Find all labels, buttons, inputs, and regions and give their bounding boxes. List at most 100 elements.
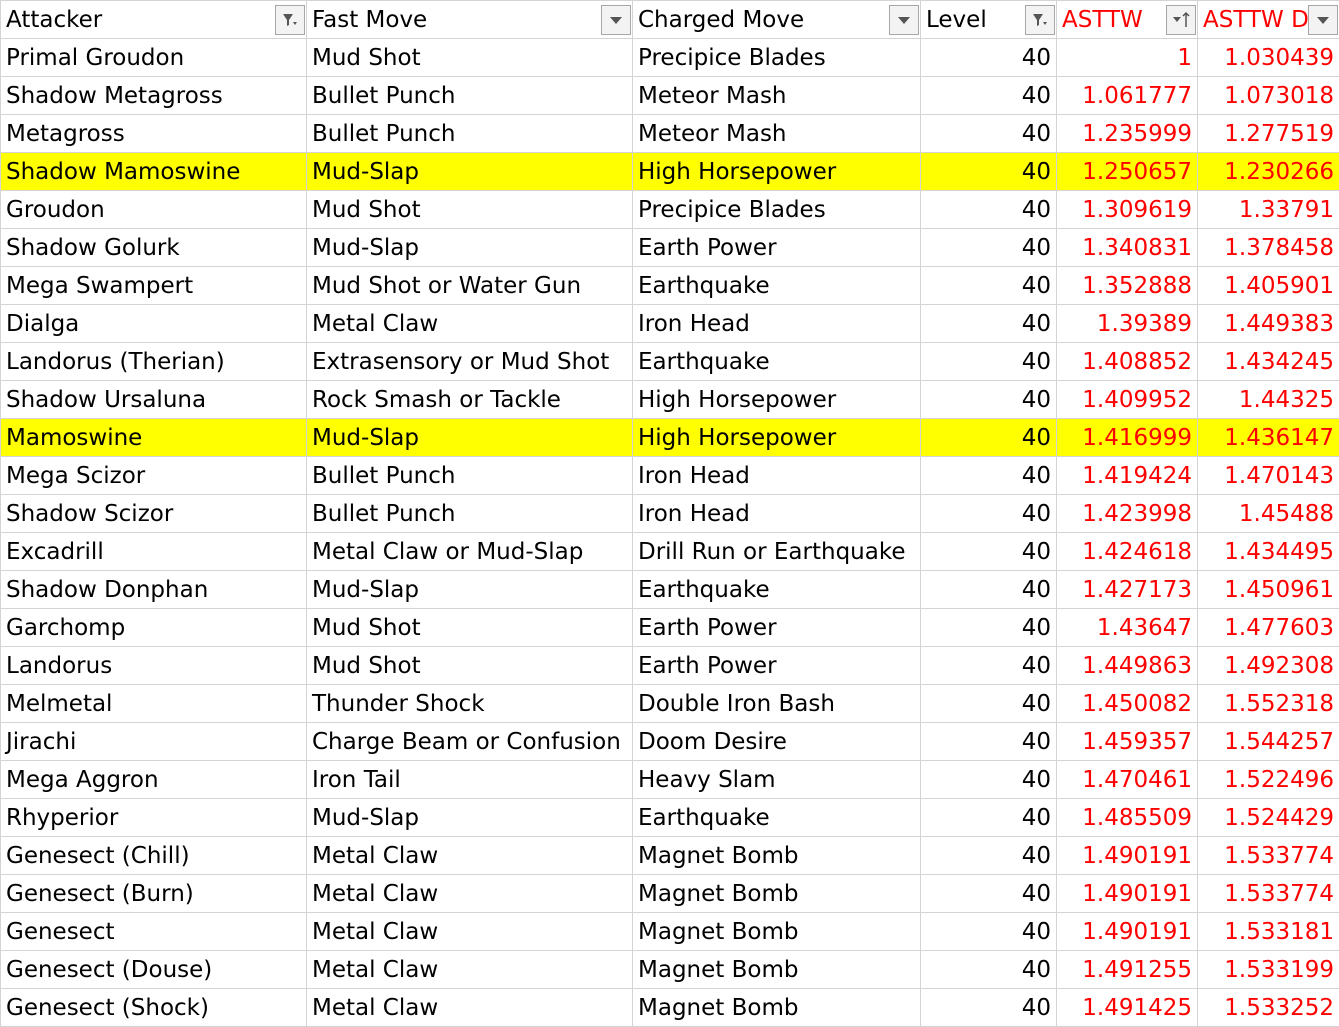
cell-level[interactable]: 40 [920, 532, 1057, 571]
cell-charged-move[interactable]: High Horsepower [632, 418, 921, 457]
cell-level[interactable]: 40 [920, 418, 1057, 457]
cell-asttw[interactable]: 1.485509 [1056, 798, 1198, 837]
cell-asttw[interactable]: 1.235999 [1056, 114, 1198, 153]
cell-attacker[interactable]: Shadow Scizor [0, 494, 307, 533]
cell-fast-move[interactable]: Mud Shot [306, 190, 633, 229]
cell-fast-move[interactable]: Metal Claw or Mud-Slap [306, 532, 633, 571]
cell-fast-move[interactable]: Metal Claw [306, 950, 633, 989]
cell-asttw[interactable]: 1.352888 [1056, 266, 1198, 305]
cell-fast-move[interactable]: Mud-Slap [306, 798, 633, 837]
cell-level[interactable]: 40 [920, 494, 1057, 533]
cell-fast-move[interactable]: Mud-Slap [306, 228, 633, 267]
cell-fast-move[interactable]: Extrasensory or Mud Shot [306, 342, 633, 381]
cell-asttw-d[interactable]: 1.434245 [1197, 342, 1339, 381]
cell-asttw[interactable]: 1 [1056, 38, 1198, 77]
cell-charged-move[interactable]: Heavy Slam [632, 760, 921, 799]
cell-asttw[interactable]: 1.470461 [1056, 760, 1198, 799]
cell-level[interactable]: 40 [920, 38, 1057, 77]
filter-active-icon[interactable] [1025, 5, 1055, 35]
cell-asttw-d[interactable]: 1.230266 [1197, 152, 1339, 191]
cell-asttw[interactable]: 1.419424 [1056, 456, 1198, 495]
cell-charged-move[interactable]: Precipice Blades [632, 38, 921, 77]
cell-fast-move[interactable]: Metal Claw [306, 304, 633, 343]
cell-asttw[interactable]: 1.490191 [1056, 836, 1198, 875]
cell-attacker[interactable]: Mega Scizor [0, 456, 307, 495]
cell-attacker[interactable]: Jirachi [0, 722, 307, 761]
cell-attacker[interactable]: Melmetal [0, 684, 307, 723]
cell-asttw[interactable]: 1.408852 [1056, 342, 1198, 381]
cell-asttw-d[interactable]: 1.470143 [1197, 456, 1339, 495]
cell-charged-move[interactable]: Iron Head [632, 456, 921, 495]
cell-asttw-d[interactable]: 1.449383 [1197, 304, 1339, 343]
header-fast-move[interactable]: Fast Move [306, 0, 633, 39]
cell-fast-move[interactable]: Metal Claw [306, 988, 633, 1027]
cell-asttw[interactable]: 1.459357 [1056, 722, 1198, 761]
cell-level[interactable]: 40 [920, 912, 1057, 951]
cell-level[interactable]: 40 [920, 988, 1057, 1027]
cell-asttw-d[interactable]: 1.552318 [1197, 684, 1339, 723]
cell-fast-move[interactable]: Mud Shot [306, 38, 633, 77]
cell-attacker[interactable]: Shadow Mamoswine [0, 152, 307, 191]
cell-charged-move[interactable]: Iron Head [632, 304, 921, 343]
cell-attacker[interactable]: Mamoswine [0, 418, 307, 457]
cell-asttw-d[interactable]: 1.33791 [1197, 190, 1339, 229]
cell-attacker[interactable]: Shadow Ursaluna [0, 380, 307, 419]
cell-fast-move[interactable]: Bullet Punch [306, 494, 633, 533]
cell-charged-move[interactable]: Earth Power [632, 646, 921, 685]
cell-charged-move[interactable]: Precipice Blades [632, 190, 921, 229]
cell-level[interactable]: 40 [920, 114, 1057, 153]
cell-attacker[interactable]: Genesect (Douse) [0, 950, 307, 989]
cell-attacker[interactable]: Excadrill [0, 532, 307, 571]
cell-fast-move[interactable]: Bullet Punch [306, 76, 633, 115]
cell-charged-move[interactable]: Earthquake [632, 798, 921, 837]
cell-level[interactable]: 40 [920, 342, 1057, 381]
cell-asttw[interactable]: 1.449863 [1056, 646, 1198, 685]
header-asttw-d[interactable]: ASTTW D [1197, 0, 1339, 39]
cell-fast-move[interactable]: Metal Claw [306, 912, 633, 951]
dropdown-icon[interactable] [889, 5, 919, 35]
header-asttw[interactable]: ASTTW [1056, 0, 1198, 39]
cell-asttw[interactable]: 1.490191 [1056, 912, 1198, 951]
cell-asttw[interactable]: 1.39389 [1056, 304, 1198, 343]
cell-level[interactable]: 40 [920, 950, 1057, 989]
cell-attacker[interactable]: Mega Aggron [0, 760, 307, 799]
cell-attacker[interactable]: Garchomp [0, 608, 307, 647]
sort-ascending-icon[interactable] [1166, 5, 1196, 35]
cell-charged-move[interactable]: Earthquake [632, 342, 921, 381]
cell-attacker[interactable]: Metagross [0, 114, 307, 153]
cell-level[interactable]: 40 [920, 874, 1057, 913]
header-charged-move[interactable]: Charged Move [632, 0, 921, 39]
cell-level[interactable]: 40 [920, 456, 1057, 495]
cell-fast-move[interactable]: Mud Shot [306, 608, 633, 647]
cell-fast-move[interactable]: Metal Claw [306, 836, 633, 875]
cell-charged-move[interactable]: Magnet Bomb [632, 912, 921, 951]
cell-charged-move[interactable]: Magnet Bomb [632, 950, 921, 989]
cell-asttw-d[interactable]: 1.533181 [1197, 912, 1339, 951]
cell-asttw[interactable]: 1.450082 [1056, 684, 1198, 723]
cell-charged-move[interactable]: High Horsepower [632, 380, 921, 419]
cell-level[interactable]: 40 [920, 760, 1057, 799]
cell-asttw-d[interactable]: 1.533774 [1197, 836, 1339, 875]
cell-asttw-d[interactable]: 1.378458 [1197, 228, 1339, 267]
cell-asttw[interactable]: 1.427173 [1056, 570, 1198, 609]
cell-asttw-d[interactable]: 1.45488 [1197, 494, 1339, 533]
cell-charged-move[interactable]: Earthquake [632, 570, 921, 609]
cell-level[interactable]: 40 [920, 76, 1057, 115]
cell-fast-move[interactable]: Thunder Shock [306, 684, 633, 723]
cell-attacker[interactable]: Shadow Metagross [0, 76, 307, 115]
cell-asttw-d[interactable]: 1.533199 [1197, 950, 1339, 989]
cell-fast-move[interactable]: Mud-Slap [306, 418, 633, 457]
cell-asttw-d[interactable]: 1.477603 [1197, 608, 1339, 647]
cell-level[interactable]: 40 [920, 646, 1057, 685]
cell-fast-move[interactable]: Bullet Punch [306, 114, 633, 153]
cell-level[interactable]: 40 [920, 608, 1057, 647]
cell-level[interactable]: 40 [920, 304, 1057, 343]
dropdown-icon[interactable] [601, 5, 631, 35]
cell-asttw[interactable]: 1.491255 [1056, 950, 1198, 989]
cell-level[interactable]: 40 [920, 684, 1057, 723]
cell-asttw-d[interactable]: 1.434495 [1197, 532, 1339, 571]
cell-asttw[interactable]: 1.490191 [1056, 874, 1198, 913]
cell-charged-move[interactable]: Meteor Mash [632, 114, 921, 153]
cell-charged-move[interactable]: Earth Power [632, 608, 921, 647]
cell-charged-move[interactable]: Magnet Bomb [632, 874, 921, 913]
